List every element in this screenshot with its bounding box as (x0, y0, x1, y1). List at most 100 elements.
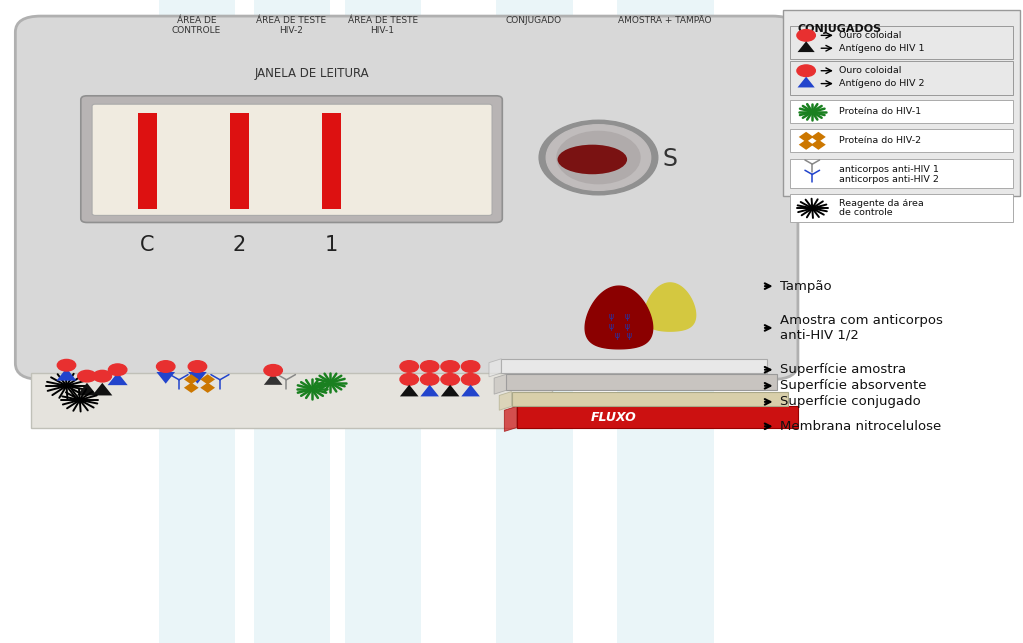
Text: Amostra com anticorpos
anti-HIV 1/2: Amostra com anticorpos anti-HIV 1/2 (780, 314, 942, 342)
Circle shape (797, 65, 815, 77)
Polygon shape (184, 374, 198, 385)
Circle shape (400, 374, 418, 385)
Bar (345, 0, 421, 643)
Circle shape (78, 370, 96, 382)
Text: Proteína do HIV-1: Proteína do HIV-1 (839, 107, 921, 116)
Polygon shape (798, 41, 814, 52)
Circle shape (93, 370, 112, 382)
FancyBboxPatch shape (790, 61, 1013, 95)
Polygon shape (799, 140, 813, 150)
Text: FLUXO: FLUXO (591, 412, 636, 424)
Text: 1: 1 (325, 235, 338, 255)
Polygon shape (644, 283, 696, 331)
Polygon shape (499, 392, 512, 410)
Polygon shape (400, 385, 418, 396)
Text: Superfície amostra: Superfície amostra (780, 363, 905, 376)
Text: Superfície absorvente: Superfície absorvente (780, 379, 926, 392)
Circle shape (461, 374, 480, 385)
FancyBboxPatch shape (790, 129, 1013, 152)
Text: ψ: ψ (625, 312, 629, 321)
Circle shape (157, 361, 175, 372)
Text: 2: 2 (233, 235, 246, 255)
Polygon shape (188, 372, 207, 384)
Circle shape (188, 361, 207, 372)
Bar (159, 0, 235, 643)
Polygon shape (811, 140, 826, 150)
Polygon shape (798, 77, 814, 87)
Bar (501, 359, 767, 373)
Polygon shape (461, 385, 480, 396)
Text: anticorpos anti-HIV 2: anticorpos anti-HIV 2 (839, 175, 939, 184)
Bar (254, 0, 330, 643)
Polygon shape (157, 372, 175, 384)
Text: ÁREA DE
CONTROLE: ÁREA DE CONTROLE (172, 16, 221, 35)
Polygon shape (494, 374, 506, 394)
Text: ÁREA DE TESTE
HIV-2: ÁREA DE TESTE HIV-2 (257, 16, 326, 35)
Bar (517, 406, 798, 428)
Polygon shape (184, 383, 198, 393)
FancyBboxPatch shape (92, 104, 492, 215)
Text: Proteína do HIV-2: Proteína do HIV-2 (839, 136, 921, 145)
Text: ψ: ψ (625, 322, 629, 331)
Text: CONJUGADOS: CONJUGADOS (798, 24, 882, 35)
Polygon shape (201, 374, 215, 385)
Text: anticorpos anti-HIV 1: anticorpos anti-HIV 1 (839, 165, 939, 174)
Bar (31, 373, 552, 428)
Circle shape (797, 30, 815, 41)
Polygon shape (799, 132, 813, 142)
Bar (617, 0, 714, 643)
Polygon shape (77, 383, 97, 395)
Text: Tampão: Tampão (780, 280, 831, 293)
FancyBboxPatch shape (783, 10, 1020, 196)
Text: ψ: ψ (609, 312, 613, 321)
Text: Ouro coloidal: Ouro coloidal (839, 66, 901, 75)
Bar (506, 374, 777, 390)
FancyBboxPatch shape (790, 159, 1013, 188)
Circle shape (108, 364, 127, 376)
Circle shape (539, 120, 658, 195)
Text: ψ: ψ (609, 322, 613, 331)
Text: ψ: ψ (615, 331, 619, 340)
Text: Superfície conjugado: Superfície conjugado (780, 395, 921, 408)
Bar (512, 392, 788, 406)
Bar (322, 113, 341, 209)
Circle shape (461, 361, 480, 372)
Text: de controle: de controle (839, 208, 892, 217)
Text: ψ: ψ (627, 331, 631, 340)
Circle shape (264, 365, 282, 376)
Bar (496, 0, 573, 643)
Circle shape (57, 359, 76, 371)
FancyBboxPatch shape (81, 96, 502, 222)
Polygon shape (92, 383, 113, 395)
Circle shape (557, 131, 640, 184)
Polygon shape (585, 286, 653, 349)
Text: CONJUGADO: CONJUGADO (506, 16, 562, 25)
Polygon shape (420, 385, 439, 396)
Text: Reagente da área: Reagente da área (839, 199, 924, 208)
Polygon shape (504, 406, 517, 431)
Polygon shape (107, 372, 128, 385)
Circle shape (420, 374, 439, 385)
Text: Antígeno do HIV 2: Antígeno do HIV 2 (839, 79, 925, 88)
Circle shape (546, 125, 651, 190)
Text: JANELA DE LEITURA: JANELA DE LEITURA (255, 68, 369, 80)
Text: Membrana nitrocelulose: Membrana nitrocelulose (780, 420, 941, 433)
Text: Antígeno do HIV 1: Antígeno do HIV 1 (839, 44, 925, 53)
Text: S: S (663, 147, 677, 172)
Circle shape (400, 361, 418, 372)
Circle shape (420, 361, 439, 372)
Circle shape (441, 374, 459, 385)
Bar (230, 113, 249, 209)
Polygon shape (56, 368, 77, 381)
Text: Ouro coloidal: Ouro coloidal (839, 31, 901, 40)
Polygon shape (441, 385, 459, 396)
Polygon shape (489, 359, 501, 377)
Polygon shape (201, 383, 215, 393)
Ellipse shape (558, 145, 627, 174)
Circle shape (441, 361, 459, 372)
Text: C: C (140, 235, 154, 255)
Text: AMOSTRA + TAMPÃO: AMOSTRA + TAMPÃO (618, 16, 712, 25)
FancyBboxPatch shape (15, 16, 798, 379)
Bar (138, 113, 157, 209)
FancyBboxPatch shape (790, 26, 1013, 59)
